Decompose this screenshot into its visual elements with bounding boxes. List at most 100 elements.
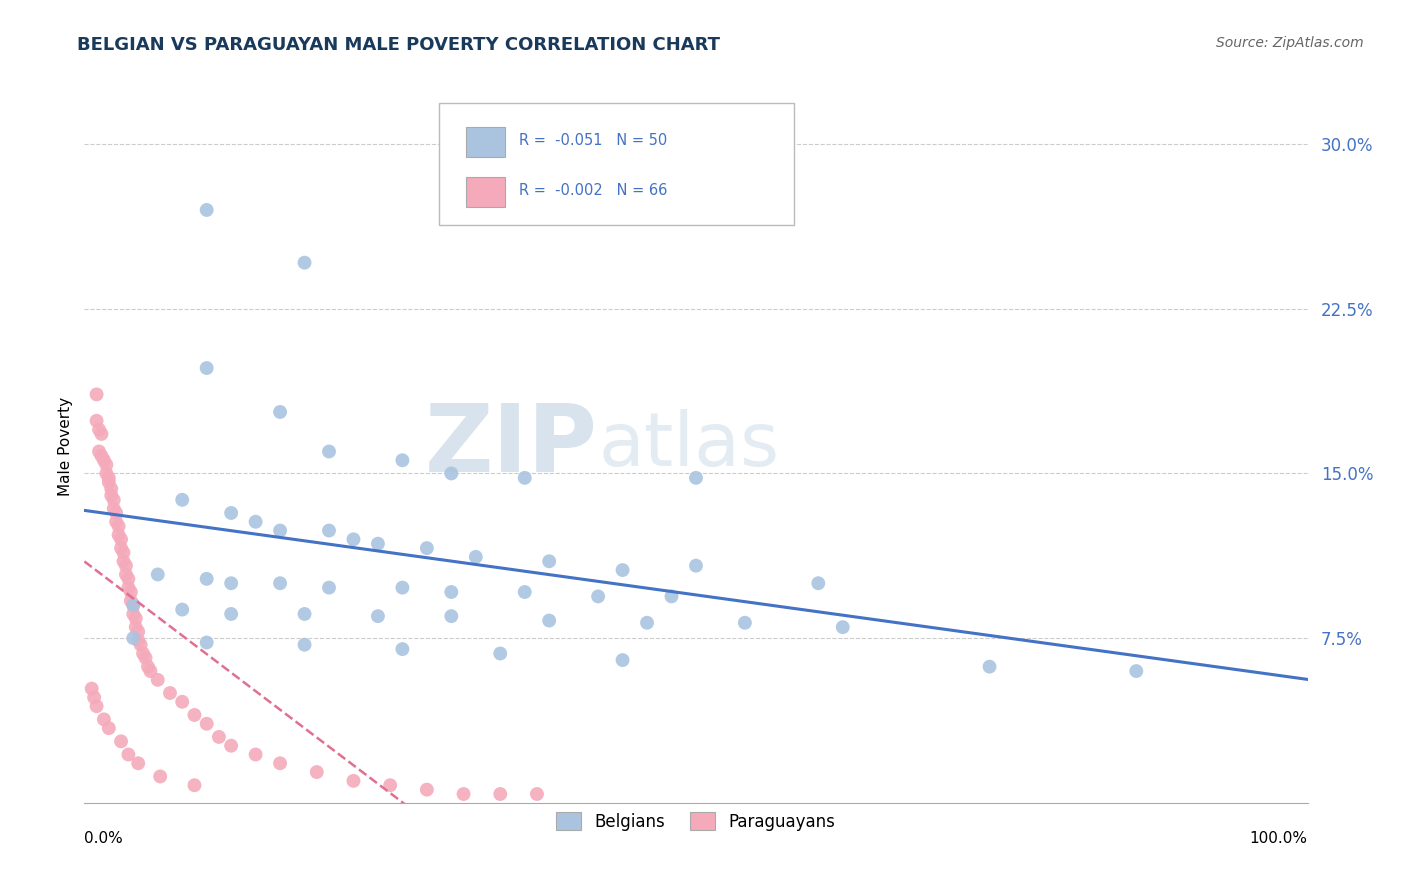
Point [83,690,105,705]
Point [90,449,112,463]
Point [269,405,291,419]
Point [219,739,242,753]
Point [342,533,364,547]
Point [120,594,142,608]
Point [219,506,242,520]
Point [538,614,561,628]
Point [93,453,115,467]
Point [122,598,145,612]
Point [489,647,512,661]
Point [612,653,634,667]
Point [453,787,475,801]
Point [219,576,242,591]
Text: BELGIAN VS PARAGUAYAN MALE POVERTY CORRELATION CHART: BELGIAN VS PARAGUAYAN MALE POVERTY CORRE… [77,36,720,54]
Point [391,642,413,657]
Point [294,638,316,652]
Point [146,673,169,687]
Point [342,773,364,788]
Point [391,581,413,595]
Point [1125,664,1147,678]
Point [105,515,128,529]
Point [149,769,172,783]
Point [195,716,218,731]
Point [110,533,132,547]
Text: 100.0%: 100.0% [1250,831,1308,847]
Point [464,549,486,564]
Point [807,576,830,591]
FancyBboxPatch shape [465,127,505,157]
Point [117,747,139,762]
Point [87,423,110,437]
Point [195,361,218,376]
Point [440,609,463,624]
Point [195,635,218,649]
Point [120,585,142,599]
Point [100,482,122,496]
Text: Source: ZipAtlas.com: Source: ZipAtlas.com [1216,36,1364,50]
Point [117,581,139,595]
Point [115,558,138,573]
Point [117,572,139,586]
Point [80,681,103,696]
Point [159,686,181,700]
Point [269,524,291,538]
Point [685,471,707,485]
Point [183,778,205,792]
Text: ZIP: ZIP [425,400,598,492]
Point [440,467,463,481]
Point [139,664,162,678]
Point [183,708,205,723]
Point [269,576,291,591]
Point [100,488,122,502]
Point [979,659,1001,673]
Point [416,541,439,555]
Point [86,387,108,401]
Point [97,471,120,485]
Point [122,607,145,621]
Point [97,475,120,490]
Point [110,541,132,555]
Point [245,515,267,529]
Point [125,620,148,634]
Point [612,563,634,577]
Y-axis label: Male Poverty: Male Poverty [58,396,73,496]
Point [122,631,145,645]
Point [105,506,128,520]
Point [135,651,157,665]
Point [107,528,129,542]
Point [416,782,439,797]
Point [132,647,155,661]
Point [219,607,242,621]
Text: atlas: atlas [598,409,779,483]
Point [93,712,115,726]
Point [97,721,120,735]
Point [103,501,125,516]
Point [269,756,291,771]
Point [107,519,129,533]
Point [526,787,548,801]
Point [115,567,138,582]
Point [125,611,148,625]
Point [538,554,561,568]
Point [513,471,536,485]
Point [86,414,108,428]
Point [103,492,125,507]
Text: R =  -0.002   N = 66: R = -0.002 N = 66 [519,183,666,198]
Point [195,572,218,586]
Point [367,537,389,551]
Point [86,699,108,714]
Point [513,585,536,599]
Point [112,554,135,568]
Point [127,624,149,639]
Point [318,581,340,595]
Point [208,730,231,744]
Point [136,659,159,673]
Point [294,255,316,269]
Point [127,756,149,771]
Point [172,695,194,709]
Point [110,734,132,748]
Point [318,444,340,458]
Point [195,202,218,217]
Point [172,602,194,616]
Point [90,426,112,441]
